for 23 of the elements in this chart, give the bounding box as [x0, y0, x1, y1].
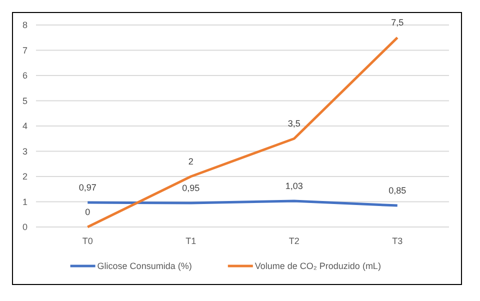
data-label: 1,03: [285, 180, 303, 191]
data-label: 0,95: [182, 183, 200, 194]
x-tick-label: T3: [392, 236, 403, 246]
data-label: 0: [85, 207, 90, 217]
data-label: 0,97: [78, 182, 96, 193]
x-tick-label: T1: [186, 236, 196, 246]
data-label: 3,5: [288, 118, 300, 129]
legend-label: Glicose Consumida (%): [97, 261, 192, 272]
y-tick-label: 6: [22, 70, 28, 81]
y-tick-label: 8: [22, 20, 28, 30]
y-tick-label: 4: [22, 121, 28, 132]
x-tick-label: T0: [82, 236, 93, 246]
y-tick-label: 3: [22, 146, 28, 156]
y-tick-label: 0: [22, 222, 28, 232]
data-label: 7,5: [391, 18, 404, 28]
y-tick-label: 5: [22, 96, 28, 106]
y-tick-label: 1: [22, 196, 28, 207]
y-tick-label: 7: [22, 45, 28, 56]
data-label: 0,85: [388, 186, 406, 196]
x-tick-label: T2: [288, 236, 300, 246]
y-tick-label: 2: [22, 172, 28, 182]
data-label: 2: [188, 156, 194, 166]
legend-label: Volume de CO₂ Produzido (mL): [254, 261, 381, 272]
